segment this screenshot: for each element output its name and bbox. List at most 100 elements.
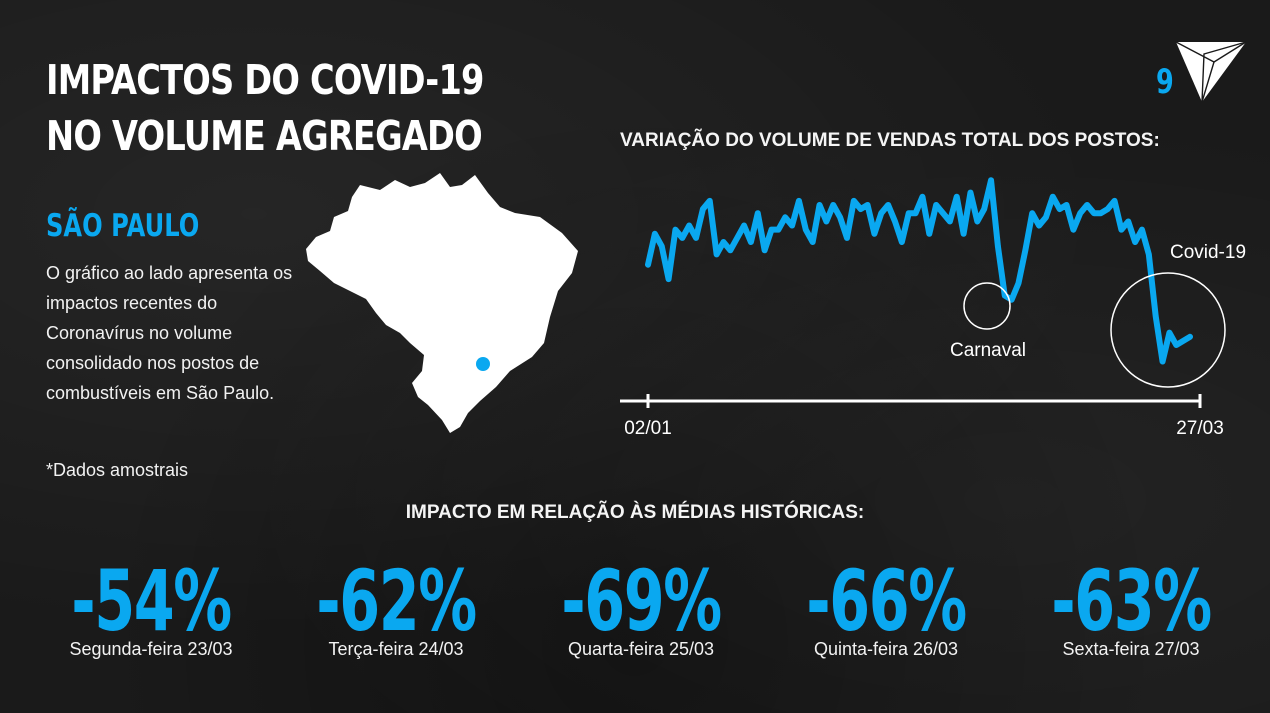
data-point [645,262,651,268]
data-point [803,227,809,233]
data-point [837,214,843,220]
brazil-map-icon [306,173,578,433]
data-point [1173,342,1179,348]
carnaval-annotation: Carnaval [950,340,1026,361]
x-end-label: 27/03 [1176,418,1224,439]
data-point [789,222,795,229]
data-point [1084,202,1090,208]
data-point [1159,358,1166,365]
data-point [810,239,816,245]
data-point [741,222,747,229]
description-text: O gráfico ao lado apresenta os impactos … [46,263,293,403]
data-point [707,198,713,204]
data-point [967,190,974,196]
data-point [885,202,891,208]
data-point [693,235,699,241]
impact-value: -54% [71,552,232,650]
data-point [762,247,768,253]
data-point [892,218,898,225]
data-point [1029,210,1035,216]
data-point [686,222,692,229]
data-point [1118,227,1124,233]
data-point [988,177,994,183]
footnote: *Dados amostrais [46,460,189,480]
data-point [700,206,706,212]
impact-title: IMPACTO EM RELAÇÃO ÀS MÉDIAS HISTÓRICAS: [405,502,865,523]
data-point [933,202,939,208]
data-point [672,227,679,233]
data-point [1050,194,1056,200]
data-point [1070,227,1076,233]
impact-stat-wednesday: -69% Quarta-feira 25/03 [521,555,761,660]
data-point [1153,313,1159,319]
data-point [734,235,740,241]
data-point [947,218,953,225]
data-point [1180,338,1186,344]
data-point [974,218,980,225]
data-point [878,210,884,216]
data-point [816,202,823,208]
data-point [782,214,788,220]
covid-highlight [1110,272,1226,388]
data-point [926,231,932,237]
data-point [1015,280,1022,286]
data-point [1187,334,1193,340]
data-point [858,206,864,212]
data-point [864,202,871,208]
impact-value: -69% [561,552,722,650]
page-number: 9 [1156,62,1174,102]
section-title: SÃO PAULO [46,208,200,244]
data-point [652,231,658,237]
page-title: IMPACTOS DO COVID-19 NO VOLUME AGREGADO [46,56,484,160]
impact-stat-friday: -63% Sexta-feira 27/03 [1011,555,1251,660]
data-point [1132,239,1138,245]
data-point [796,198,802,204]
data-point [871,231,878,237]
carnaval-highlight [963,282,1011,330]
data-point [1077,210,1083,216]
data-point [919,194,926,200]
data-point [1139,227,1145,233]
data-point [659,243,665,249]
impact-stat-thursday: -66% Quinta-feira 26/03 [766,555,1006,660]
chart-title: VARIAÇÃO DO VOLUME DE VENDAS TOTAL DOS P… [620,130,1160,151]
data-point [995,243,1001,249]
impact-value: -63% [1051,552,1212,650]
data-point [714,251,720,257]
data-point [1043,214,1049,220]
data-point [830,202,836,208]
data-point [844,235,850,241]
data-point [679,235,685,241]
impact-label: Quinta-feira 26/03 [813,639,959,659]
impact-label: Terça-feira 24/03 [328,639,464,659]
data-point [748,239,754,245]
data-point [1111,198,1118,204]
sales-volume-chart: 02/01 27/03 Carnaval Covid-19 [620,177,1246,439]
logo-icon [1175,41,1247,103]
impact-label: Segunda-feira 23/03 [69,639,233,659]
data-point [981,206,987,212]
impact-stat-monday: -54% Segunda-feira 23/03 [31,555,271,660]
data-point [755,210,761,216]
impact-label: Sexta-feira 27/03 [1062,639,1200,659]
data-point [1125,218,1131,225]
data-point [1009,297,1015,303]
impact-stat-tuesday: -62% Terça-feira 24/03 [276,555,516,660]
data-point [1146,251,1152,257]
data-point [1098,210,1104,216]
data-point [954,194,960,200]
data-point [1022,247,1028,253]
data-point [1036,222,1042,229]
data-point [775,227,781,233]
data-point [823,218,829,225]
data-point [940,210,946,216]
data-point [1091,210,1097,216]
sao-paulo-marker [476,357,490,371]
data-point [912,210,919,216]
x-start-label: 02/01 [624,418,672,439]
data-point [768,227,775,233]
impact-value: -66% [806,552,967,650]
data-point [851,198,857,204]
data-point [1063,202,1070,208]
data-point [899,239,905,245]
